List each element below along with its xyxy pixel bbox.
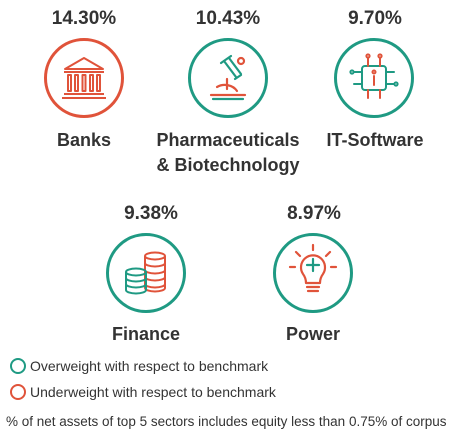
sector-name: Power: [285, 324, 341, 344]
sector-ring: [188, 38, 268, 118]
sector-name-line2: & Biotechnology: [156, 155, 300, 175]
sector-name: IT-Software: [326, 130, 424, 150]
bulb-icon: [288, 243, 338, 293]
sector-name: Finance: [111, 324, 181, 344]
sector-ring: [273, 233, 353, 313]
legend-underweight: Underweight with respect to benchmark: [10, 384, 276, 400]
sector-value: 8.97%: [287, 203, 341, 224]
legend-overweight: Overweight with respect to benchmark: [10, 358, 268, 374]
sector-value: 9.38%: [124, 203, 178, 224]
sector-value: 10.43%: [195, 8, 261, 29]
sector-name: Banks: [56, 130, 112, 150]
footnote: % of net assets of top 5 sectors include…: [6, 414, 447, 429]
bank-icon: [62, 57, 106, 99]
underweight-swatch: [10, 384, 26, 400]
chip-icon: [349, 53, 399, 99]
legend-overweight-label: Overweight with respect to benchmark: [30, 358, 269, 374]
sector-value: 14.30%: [51, 8, 117, 29]
sector-ring: [106, 233, 186, 313]
overweight-swatch: [10, 358, 26, 374]
microscope-icon: [209, 54, 247, 101]
coins-icon: [125, 251, 166, 295]
sector-ring: [334, 38, 414, 118]
legend-underweight-label: Underweight with respect to benchmark: [30, 384, 276, 400]
sector-name: Pharmaceuticals: [156, 130, 300, 150]
sector-value: 9.70%: [348, 8, 402, 29]
sector-ring: [44, 38, 124, 118]
